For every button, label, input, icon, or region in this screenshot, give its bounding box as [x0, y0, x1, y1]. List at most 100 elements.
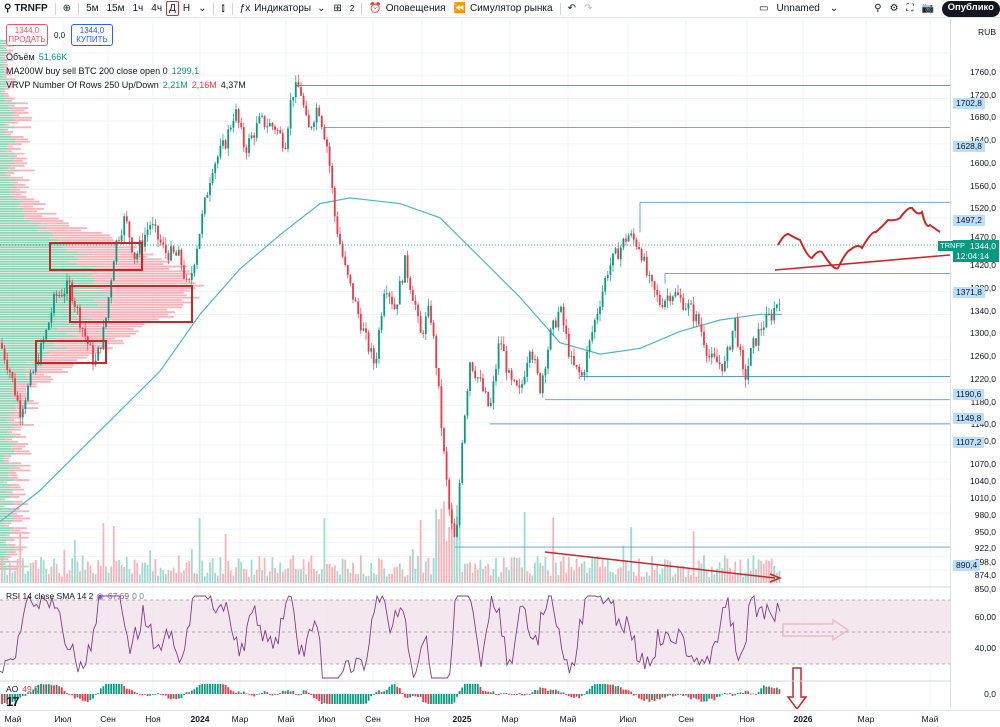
ao-bar [188, 692, 191, 694]
ao-bar [547, 690, 549, 694]
indicators-button[interactable]: ƒx Индикаторы ⌄ [239, 3, 326, 14]
volume-bar [365, 576, 367, 583]
volume-bar [378, 558, 380, 583]
vrvp-up-bar [0, 397, 14, 400]
vrvp-up-bar [0, 356, 42, 359]
ao-bar [209, 684, 211, 694]
fullscreen-button[interactable]: ⛶ [903, 0, 918, 18]
vrvp-down-bar [85, 270, 190, 273]
interval-5m[interactable]: 5м [86, 3, 99, 14]
candle-body [414, 300, 417, 305]
candle-body [237, 109, 240, 123]
settings-button[interactable]: ⚙ [886, 0, 903, 18]
sell-button[interactable]: 1344,0 ПРОДАТЬ [6, 24, 48, 46]
volume-bar [580, 563, 583, 583]
time-tick: Ноя [739, 714, 755, 724]
layout-name-button[interactable]: Unnamed ⌄ [776, 3, 839, 14]
undo-button[interactable]: ↶ [564, 0, 580, 18]
vrvp-up-bar [0, 40, 10, 42]
candle-body [632, 233, 635, 240]
interval-dropdown[interactable]: ⌄ [194, 0, 210, 18]
vrvp-up-bar [0, 241, 67, 244]
vrvp-down-bar [3, 541, 7, 544]
volume-bar [497, 576, 500, 583]
replay-button[interactable]: ⏪ Симулятор рынка [453, 3, 553, 14]
candle-body [570, 355, 573, 357]
volume-bar [534, 562, 536, 583]
chart-plot-area[interactable] [0, 19, 950, 709]
volume-bar [346, 568, 349, 583]
volume-bar [409, 555, 412, 583]
volume-bar [261, 570, 263, 583]
vrvp-down-bar [6, 80, 16, 83]
vrvp-up-bar [0, 227, 47, 229]
price-tick: 1260,0 [970, 351, 996, 362]
buy-button[interactable]: 1344,0 КУПИТЬ [71, 24, 113, 46]
volume-bar [229, 570, 232, 583]
ao-legend[interactable]: AO 49,0 [6, 684, 39, 694]
tradingview-logo[interactable]: 17 [6, 694, 20, 709]
interval-day[interactable]: Д [166, 1, 179, 16]
plus-circle-icon: ⊕ [62, 3, 72, 14]
quick-search-button[interactable]: ⚲ [870, 0, 885, 18]
alerts-button[interactable]: ⏰ Оповещения [369, 3, 446, 14]
vrvp-down-bar [12, 520, 23, 522]
ma-legend[interactable]: MA200W buy sell BTC 200 close open 0 1299… [6, 66, 200, 76]
candle-body [518, 385, 521, 388]
chart-type-button[interactable]: ⫾ [217, 0, 228, 18]
volume-bar [276, 572, 279, 583]
time-axis[interactable]: Май Июл Сен Ноя 2024 Мар Май Июл Сен Ноя 2025 Мар Ма… [0, 710, 1000, 727]
candle-body [554, 320, 557, 328]
layout-icon-button[interactable]: ▭ [755, 0, 772, 18]
interval-week[interactable]: Н [182, 3, 191, 14]
layouts-button[interactable]: ⊞ 2 [333, 3, 355, 14]
ao-bar [573, 694, 575, 698]
ao-bar [640, 694, 643, 700]
vrvp-up-bar [0, 143, 10, 145]
candle-body [643, 256, 646, 261]
volume-bar [541, 565, 544, 583]
snapshot-button[interactable]: 📷 [918, 0, 938, 18]
candle-body [349, 274, 352, 284]
vrvp-down-bar [92, 253, 154, 256]
volume-bar [118, 560, 120, 583]
candle-body [190, 273, 193, 281]
volume-bar [463, 563, 466, 583]
candle-body [406, 255, 409, 278]
ao-bar [513, 694, 516, 695]
candle-body [591, 332, 594, 341]
vrvp-up-bar [0, 532, 13, 534]
rsi-legend[interactable]: RSI 14 close SMA 14 2 ◉ 67,69 0 0 [6, 591, 144, 601]
volume-bar [552, 517, 555, 583]
price-axis[interactable]: RUB 1760,0 1720,0 1680,0 1640,0 1600,0 1560,0… [938, 19, 1000, 709]
vrvp-up-bar [0, 390, 16, 393]
vrvp-up-bar [0, 92, 5, 95]
ao-bar [99, 688, 102, 694]
candle-body [300, 87, 302, 96]
interval-4h[interactable]: 4ч [151, 3, 163, 14]
candle-body [586, 351, 588, 373]
price-tick: 1600,0 [970, 157, 996, 168]
ao-bar [326, 694, 328, 704]
volume-bar [690, 575, 692, 583]
symbol-search[interactable]: ⚲ TRNFP [4, 3, 48, 14]
candle-body [84, 328, 87, 337]
publish-button[interactable]: Опублико [941, 1, 1000, 17]
vrvp-up-bar [0, 496, 11, 498]
candle-body [375, 358, 378, 364]
vrvp-up-bar [0, 431, 8, 433]
volume-bar [586, 572, 588, 583]
interval-15m[interactable]: 15м [106, 3, 125, 14]
volume-bar [42, 560, 45, 583]
volume-bar [500, 572, 503, 583]
vrvp-legend[interactable]: VRVP Number Of Rows 250 Up/Down 2,21M 2,16… [6, 80, 246, 90]
volume-legend[interactable]: Объём 51,66K [6, 52, 68, 62]
ao-bar [284, 691, 287, 694]
currency-label[interactable]: RUB [978, 27, 996, 37]
ao-bar [523, 694, 526, 696]
redo-button[interactable]: ↷ [580, 0, 596, 18]
ao-bar [554, 689, 557, 694]
time-tick: Май [277, 714, 295, 724]
interval-1h[interactable]: 1ч [132, 3, 144, 14]
compare-add-button[interactable]: ⊕ [59, 0, 75, 18]
